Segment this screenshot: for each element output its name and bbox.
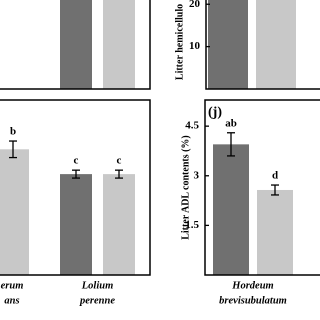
error-bar [115, 169, 123, 179]
plot-area [208, 0, 296, 89]
y-tick-label: 10 [189, 40, 201, 52]
bar [256, 0, 296, 89]
bar [60, 174, 92, 275]
x-category-label: brevisubulatum [219, 295, 287, 306]
panel [0, 0, 151, 90]
x-category-label: Lolium [81, 280, 114, 291]
panel-frame [0, 0, 151, 90]
x-category-label: erum [1, 280, 24, 291]
bar [103, 0, 135, 89]
panel: ab d 1.5 3 4.5 Litter ADL contents (%) (j) Hord… [180, 99, 320, 306]
x-category-label: Hordeum [231, 280, 273, 291]
panel-frame [205, 0, 320, 90]
error-bar [271, 184, 279, 196]
plot-area [213, 132, 293, 275]
y-tick-label: 20 [189, 0, 201, 10]
error-bar [72, 169, 80, 179]
significance-letter: c [74, 155, 79, 167]
panel-label: (j) [208, 105, 222, 120]
y-tick-label: 4.5 [185, 120, 199, 132]
significance-letter: b [10, 126, 16, 138]
plot-area [0, 140, 135, 275]
error-bar [9, 140, 17, 159]
bar [0, 149, 29, 275]
x-category-label: perenne [79, 295, 115, 306]
y-tick-label: 3 [194, 169, 200, 181]
x-category-label: ans [4, 295, 19, 306]
bar [60, 0, 92, 89]
plot-area [60, 0, 135, 89]
bar [208, 0, 248, 89]
y-tick-label: 1.5 [185, 219, 199, 231]
bar [103, 174, 135, 275]
bar [257, 189, 293, 275]
error-bar [227, 132, 235, 157]
bar [213, 144, 249, 275]
y-axis-label: Litter hemicellulo [174, 4, 185, 80]
significance-letter: c [117, 155, 122, 167]
panel: c b c erum ans Lolium perenne [0, 99, 151, 306]
panel-frame [204, 99, 320, 276]
significance-letter: ab [225, 117, 237, 129]
panel-frame [0, 99, 151, 276]
significance-letter: d [272, 170, 278, 182]
panel: 10 20 Litter hemicellulo [174, 0, 320, 90]
y-axis-label: Litter ADL contents (%) [180, 135, 191, 240]
